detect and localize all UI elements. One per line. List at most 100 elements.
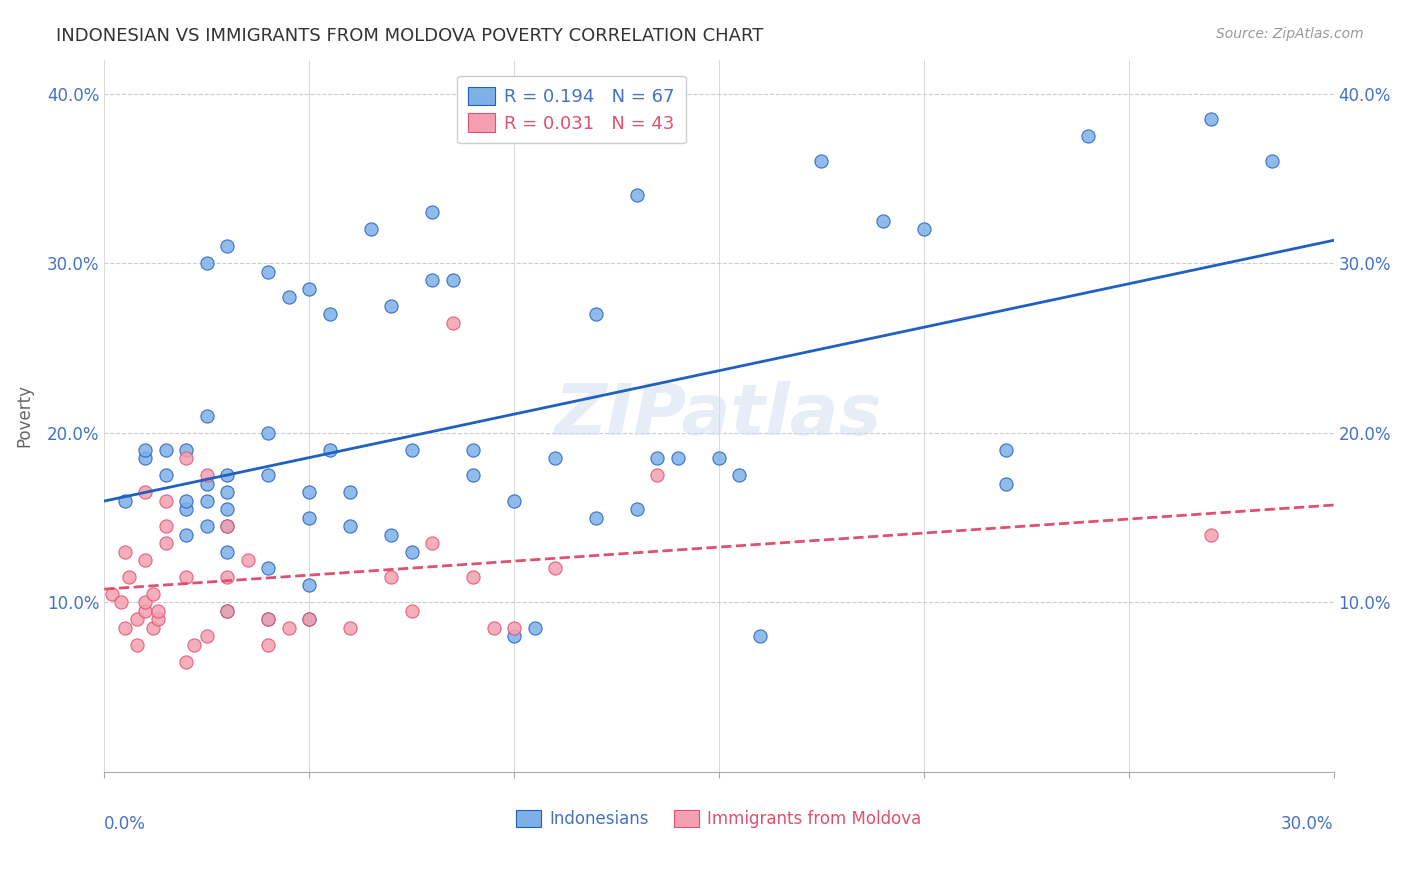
Point bbox=[585, 307, 607, 321]
Point bbox=[544, 561, 567, 575]
Point bbox=[155, 536, 177, 550]
Point bbox=[195, 476, 218, 491]
Point bbox=[707, 451, 730, 466]
Point bbox=[503, 629, 526, 643]
Point bbox=[994, 442, 1017, 457]
Point bbox=[217, 570, 239, 584]
Point bbox=[544, 451, 567, 466]
Point bbox=[503, 493, 526, 508]
Point bbox=[318, 442, 340, 457]
Point bbox=[585, 510, 607, 524]
Point bbox=[195, 629, 218, 643]
Point bbox=[257, 638, 280, 652]
Point bbox=[994, 476, 1017, 491]
Point bbox=[626, 502, 648, 516]
Point bbox=[155, 442, 177, 457]
Point bbox=[174, 502, 197, 516]
Point bbox=[174, 451, 197, 466]
Point bbox=[155, 493, 177, 508]
Point bbox=[257, 612, 280, 626]
Point bbox=[146, 612, 169, 626]
Point bbox=[441, 273, 464, 287]
Point bbox=[195, 493, 218, 508]
Text: Source: ZipAtlas.com: Source: ZipAtlas.com bbox=[1216, 27, 1364, 41]
Point bbox=[134, 442, 156, 457]
Point bbox=[257, 612, 280, 626]
Point bbox=[134, 595, 156, 609]
Point bbox=[174, 655, 197, 669]
Point bbox=[626, 188, 648, 202]
Point bbox=[142, 621, 165, 635]
Legend: Indonesians, Immigrants from Moldova: Indonesians, Immigrants from Moldova bbox=[509, 804, 928, 835]
Point bbox=[134, 604, 156, 618]
Point bbox=[236, 553, 259, 567]
Point bbox=[810, 154, 832, 169]
Point bbox=[298, 612, 321, 626]
Point bbox=[298, 485, 321, 500]
Point bbox=[461, 468, 484, 483]
Point bbox=[217, 604, 239, 618]
Point bbox=[401, 544, 423, 558]
Point bbox=[257, 468, 280, 483]
Point bbox=[217, 604, 239, 618]
Point bbox=[872, 213, 894, 227]
Point bbox=[339, 519, 361, 533]
Point bbox=[401, 604, 423, 618]
Point bbox=[217, 544, 239, 558]
Point bbox=[482, 621, 505, 635]
Point bbox=[380, 570, 402, 584]
Point bbox=[401, 442, 423, 457]
Point bbox=[195, 468, 218, 483]
Point bbox=[1077, 128, 1099, 143]
Point bbox=[146, 604, 169, 618]
Text: INDONESIAN VS IMMIGRANTS FROM MOLDOVA POVERTY CORRELATION CHART: INDONESIAN VS IMMIGRANTS FROM MOLDOVA PO… bbox=[56, 27, 763, 45]
Point bbox=[217, 519, 239, 533]
Point bbox=[217, 502, 239, 516]
Point bbox=[420, 273, 443, 287]
Point bbox=[420, 536, 443, 550]
Point bbox=[298, 612, 321, 626]
Point bbox=[217, 239, 239, 253]
Point bbox=[318, 307, 340, 321]
Point bbox=[217, 519, 239, 533]
Point bbox=[134, 485, 156, 500]
Point bbox=[298, 510, 321, 524]
Text: 0.0%: 0.0% bbox=[104, 814, 146, 833]
Text: ZIPatlas: ZIPatlas bbox=[555, 381, 883, 450]
Point bbox=[142, 587, 165, 601]
Y-axis label: Poverty: Poverty bbox=[15, 384, 32, 447]
Point bbox=[647, 451, 669, 466]
Point bbox=[118, 570, 141, 584]
Point bbox=[360, 222, 382, 236]
Point bbox=[217, 468, 239, 483]
Point bbox=[728, 468, 751, 483]
Point bbox=[380, 299, 402, 313]
Point bbox=[257, 561, 280, 575]
Point bbox=[174, 527, 197, 541]
Point bbox=[257, 265, 280, 279]
Point bbox=[277, 290, 299, 304]
Point bbox=[257, 425, 280, 440]
Point bbox=[114, 621, 136, 635]
Point bbox=[195, 519, 218, 533]
Point bbox=[748, 629, 770, 643]
Point bbox=[1199, 112, 1222, 126]
Point bbox=[134, 553, 156, 567]
Point bbox=[134, 451, 156, 466]
Point bbox=[155, 519, 177, 533]
Point bbox=[277, 621, 299, 635]
Point bbox=[339, 485, 361, 500]
Point bbox=[174, 442, 197, 457]
Point bbox=[125, 638, 148, 652]
Point bbox=[380, 527, 402, 541]
Point bbox=[195, 256, 218, 270]
Point bbox=[101, 587, 124, 601]
Point bbox=[298, 282, 321, 296]
Point bbox=[217, 485, 239, 500]
Point bbox=[461, 570, 484, 584]
Point bbox=[110, 595, 132, 609]
Point bbox=[666, 451, 689, 466]
Point bbox=[441, 316, 464, 330]
Point bbox=[1261, 154, 1284, 169]
Text: 30.0%: 30.0% bbox=[1281, 814, 1334, 833]
